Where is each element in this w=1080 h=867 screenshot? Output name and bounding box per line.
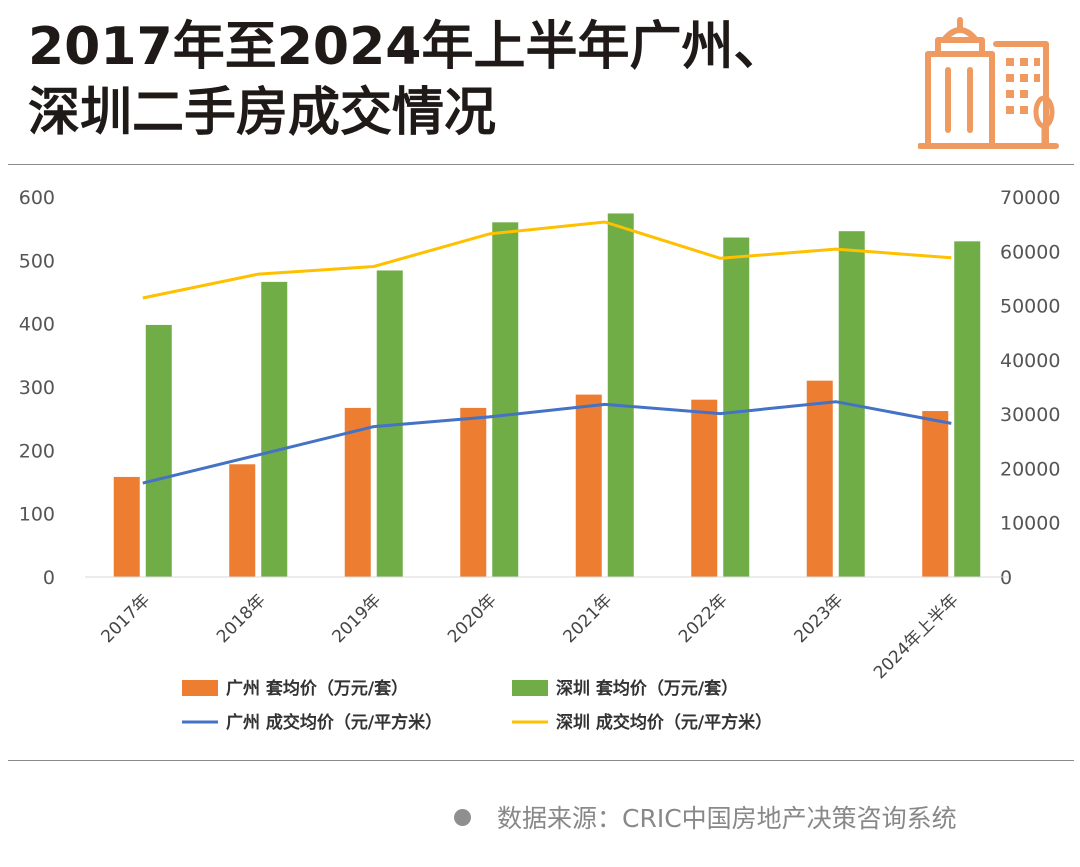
page-title: 2017年至2024年上半年广州、 深圳二手房成交情况 <box>28 14 908 146</box>
gz-bar-3 <box>460 407 487 577</box>
y-right-tick-label: 50000 <box>1000 296 1060 318</box>
building-icon <box>918 17 1059 149</box>
gz-price-line <box>142 400 952 485</box>
legend: 广州 套均价（万元/套） 深圳 套均价（万元/套） 广州 成交均价（元/平方米） 深圳… <box>182 678 772 733</box>
bullet-dot-icon <box>454 808 471 826</box>
chart: 600 500 400 300 200 100 0 70000 60000 50000 40000… <box>19 187 1061 733</box>
x-tick-label: 2018年 <box>213 590 270 647</box>
gz-bar-5 <box>691 399 718 577</box>
line-series <box>142 220 952 485</box>
gz-bar-series <box>113 380 949 577</box>
sz-bar-1 <box>261 281 288 577</box>
sz-bar-3 <box>492 222 519 578</box>
y-left-tick-label: 500 <box>19 250 55 272</box>
y-left-tick-label: 100 <box>19 504 55 526</box>
sz-bar-4 <box>607 213 634 577</box>
legend-swatch-1 <box>512 680 548 696</box>
y-right-tick-label: 10000 <box>1000 513 1060 535</box>
legend-label-3: 深圳 成交均价（元/平方米） <box>556 712 772 733</box>
y-left-tick-label: 400 <box>19 314 55 336</box>
gz-bar-2 <box>344 407 371 577</box>
y-right-tick-label: 30000 <box>1000 404 1060 426</box>
gz-bar-1 <box>229 464 256 577</box>
x-tick-label: 2023年 <box>791 590 848 647</box>
gz-bar-4 <box>575 394 602 577</box>
header-divider <box>8 164 1074 165</box>
y-right-tick-label: 70000 <box>1000 187 1060 209</box>
sz-bar-series <box>145 213 981 578</box>
x-axis: 2017年 2018年 2019年 2020年 2021年 2022年 2023年 2024年… <box>85 576 1009 683</box>
y-right-tick-label: 20000 <box>1000 458 1060 480</box>
y-left-tick-label: 0 <box>43 567 55 589</box>
legend-label-1: 深圳 套均价（万元/套） <box>556 678 738 699</box>
sz-bar-5 <box>723 237 750 577</box>
source-text: 数据来源：CRIC中国房地产决策咨询系统 <box>497 804 957 833</box>
y-left-tick-label: 200 <box>19 440 55 462</box>
x-tick-label: 2022年 <box>675 590 732 647</box>
x-tick-label: 2019年 <box>329 590 386 647</box>
legend-label-0: 广州 套均价（万元/套） <box>226 678 408 699</box>
title-line-2: 深圳二手房成交情况 <box>28 83 497 143</box>
y-left-tick-label: 600 <box>19 187 55 209</box>
sz-bar-0 <box>145 324 172 577</box>
x-tick-label: 2021年 <box>560 590 617 647</box>
legend-swatch-0 <box>182 680 218 696</box>
x-tick-label: 2024年上半年 <box>870 590 963 683</box>
y-axis-right: 70000 60000 50000 40000 30000 20000 10000 0 <box>1000 187 1060 589</box>
gz-bar-7 <box>922 411 949 577</box>
legend-label-2: 广州 成交均价（元/平方米） <box>226 712 442 733</box>
y-right-tick-label: 60000 <box>1000 241 1060 263</box>
y-left-tick-label: 300 <box>19 377 55 399</box>
y-axis-left: 600 500 400 300 200 100 0 <box>19 187 55 589</box>
title-line-1: 2017年至2024年上半年广州、 <box>28 17 786 77</box>
x-tick-label: 2020年 <box>444 590 501 647</box>
x-tick-label: 2017年 <box>98 590 155 647</box>
gz-bar-0 <box>113 476 140 577</box>
y-right-tick-label: 0 <box>1000 567 1012 589</box>
source-note: 数据来源：CRIC中国房地产决策咨询系统 <box>454 797 1064 837</box>
y-right-tick-label: 40000 <box>1000 350 1060 372</box>
sz-price-line <box>142 220 952 300</box>
footer-divider <box>8 760 1074 761</box>
sz-bar-7 <box>954 241 981 577</box>
gz-bar-6 <box>806 380 833 577</box>
